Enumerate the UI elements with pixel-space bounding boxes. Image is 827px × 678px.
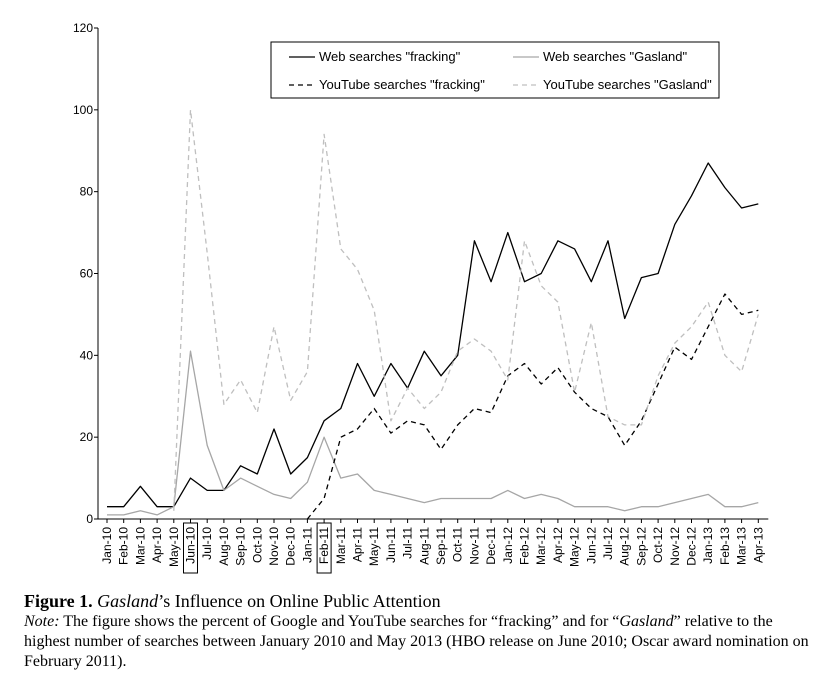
x-tick-label: Jan-13 [701,527,715,564]
x-tick-label: Dec-12 [685,527,699,566]
x-tick-label: Jan-10 [100,527,114,564]
series-line-3 [173,109,759,511]
x-tick-label: Apr-13 [751,527,765,563]
y-tick-label: 40 [80,348,94,362]
x-tick-label: Apr-11 [351,527,365,562]
x-tick-label: Jul-10 [200,527,214,560]
x-tick-label: Mar-13 [735,527,749,565]
x-tick-label: Feb-12 [518,527,532,565]
x-tick-label: Aug-12 [618,527,632,566]
x-tick-label: Jul-11 [401,527,415,559]
y-tick-label: 20 [80,430,94,444]
x-tick-label: Jun-11 [384,527,398,563]
caption-note: Note: The figure shows the percent of Go… [24,612,814,672]
series-line-1 [107,350,759,516]
series-line-2 [306,293,759,520]
x-tick-label: Jun-12 [584,527,598,564]
legend-label-3: YouTube searches "Gasland" [543,77,712,92]
x-tick-label: Sep-10 [234,527,248,566]
x-tick-label: Feb-13 [718,527,732,565]
x-tick-label: May-11 [367,527,381,566]
caption-title-rest: ’s Influence on Online Public Attention [158,591,441,611]
x-tick-label: May-10 [167,527,181,567]
legend-label-1: Web searches "Gasland" [543,49,688,64]
y-tick-label: 0 [86,512,93,526]
figure-caption: Figure 1. Gasland’s Influence on Online … [24,590,814,672]
x-tick-label: Jul-12 [601,527,615,560]
x-tick-label: Dec-11 [484,527,498,565]
x-tick-label: Jan-11 [300,527,314,563]
caption-note-label: Note: [24,613,60,630]
legend-label-0: Web searches "fracking" [319,49,461,64]
x-tick-label: Jun-10 [184,527,198,564]
x-tick-label: Oct-12 [651,527,665,563]
highlight-box [183,522,198,574]
series-line-0 [107,162,759,508]
x-tick-label: Feb-11 [317,527,331,564]
x-tick-label: Mar-12 [534,527,548,565]
y-tick-label: 120 [73,21,93,35]
x-tick-label: Feb-10 [117,527,131,565]
caption-note-part1: The figure shows the percent of Google a… [59,613,620,630]
x-tick-label: Mar-10 [133,527,147,565]
x-tick-label: Oct-11 [451,527,465,562]
series-layer [107,109,759,520]
x-tick-label: Apr-10 [150,527,164,563]
y-tick-label: 100 [73,103,93,117]
x-tick-label: Apr-12 [551,527,565,563]
legend-label-2: YouTube searches "fracking" [319,77,485,92]
x-tick-label: Aug-10 [217,527,231,566]
x-tick-labels: Jan-10 Feb-10 Mar-10 Apr-10 May-10 Jun-10 Jul-… [100,522,765,574]
caption-title-italic: Gasland [97,591,159,611]
x-tick-label: May-12 [568,527,582,567]
x-tick-label: Nov-10 [267,527,281,566]
highlight-box [316,522,332,574]
caption-title: Figure 1. Gasland’s Influence on Online … [24,590,814,612]
caption-note-part2: ” relative to the highest number of sear… [24,613,809,670]
x-tick-label: Nov-11 [467,527,481,565]
x-tick-label: Dec-10 [284,527,298,566]
x-tick-label: Mar-11 [334,527,348,564]
y-tick-label: 80 [80,185,94,199]
x-tick-label: Oct-10 [250,527,264,563]
chart-axes: 0 20 40 60 80 100 120 [73,21,769,526]
x-tick-label: Sep-12 [634,527,648,566]
caption-label: Figure 1. [24,591,93,611]
caption-note-italic: Gasland [619,613,674,630]
legend-box [270,41,720,99]
y-tick-label: 60 [80,267,94,281]
x-tick-label: Sep-11 [434,527,448,565]
x-tick-label: Nov-12 [668,527,682,566]
legend: Web searches "fracking" Web searches "Gas… [270,41,720,99]
line-chart: 0 20 40 60 80 100 120 Jan-10 Feb-10 Mar-10 Apr-10… [73,21,769,574]
x-tick-label: Jan-12 [501,527,515,564]
x-tick-label: Aug-11 [417,527,431,565]
